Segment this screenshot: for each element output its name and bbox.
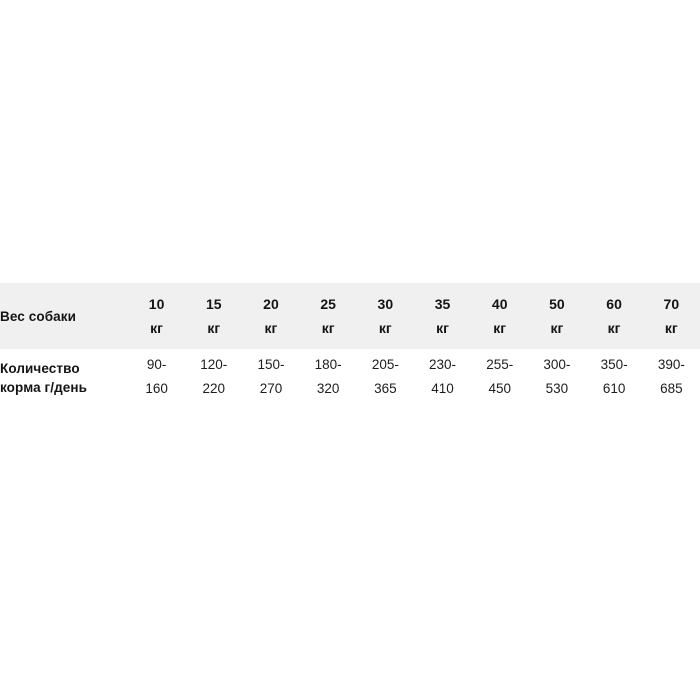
- header-row-label: Вес собаки: [0, 283, 128, 349]
- amount-cell: 230- 410: [414, 349, 471, 405]
- body-row-label-line1: Количество: [0, 361, 80, 376]
- weight-value: 10: [148, 296, 165, 312]
- amount-high: 160: [145, 381, 168, 396]
- weight-unit: кг: [264, 320, 278, 336]
- amount-cell: 350- 610: [586, 349, 643, 405]
- amount-cell: 300- 530: [528, 349, 585, 405]
- weight-column-header: 50 кг: [528, 283, 585, 349]
- weight-unit: кг: [664, 320, 678, 336]
- weight-unit: кг: [150, 320, 164, 336]
- weight-value: 35: [434, 296, 451, 312]
- body-row-label: Количество корма г/день: [0, 349, 128, 405]
- amount-cell: 390- 685: [643, 349, 700, 405]
- weight-unit: кг: [207, 320, 221, 336]
- amount-low: 205-: [371, 357, 399, 372]
- amount-low: 390-: [657, 357, 685, 372]
- amount-high: 320: [316, 381, 340, 396]
- weight-column-header: 10 кг: [128, 283, 185, 349]
- amount-cell: 205- 365: [357, 349, 414, 405]
- weight-value: 15: [205, 296, 222, 312]
- weight-value: 70: [663, 296, 680, 312]
- weight-column-header: 35 кг: [414, 283, 471, 349]
- amount-high: 270: [259, 381, 283, 396]
- feeding-table-container: Вес собаки 10 кг 15 кг 20 кг: [0, 283, 700, 405]
- weight-unit: кг: [550, 320, 564, 336]
- dog-feeding-table: Вес собаки 10 кг 15 кг 20 кг: [0, 283, 700, 405]
- weight-value: 40: [491, 296, 508, 312]
- weight-column-header: 30 кг: [357, 283, 414, 349]
- amount-low: 255-: [486, 357, 514, 372]
- amount-high: 365: [374, 381, 397, 396]
- weight-column-header: 15 кг: [185, 283, 242, 349]
- weight-column-header: 40 кг: [471, 283, 528, 349]
- amount-cell: 120- 220: [185, 349, 242, 405]
- weight-value: 20: [263, 296, 279, 312]
- weight-value: 30: [377, 296, 394, 312]
- table-header-row: Вес собаки 10 кг 15 кг 20 кг: [0, 283, 700, 349]
- weight-unit: кг: [607, 320, 621, 336]
- amount-high: 610: [602, 381, 626, 396]
- weight-value: 50: [549, 296, 565, 312]
- weight-column-header: 25 кг: [300, 283, 357, 349]
- weight-unit: кг: [493, 320, 507, 336]
- header-row-label-text: Вес собаки: [0, 308, 76, 324]
- amount-high: 220: [202, 381, 226, 396]
- weight-column-header: 70 кг: [643, 283, 700, 349]
- amount-low: 120-: [200, 357, 228, 372]
- amount-high: 530: [545, 381, 569, 396]
- amount-high: 685: [660, 381, 683, 396]
- amount-high: 450: [488, 381, 511, 396]
- body-row-label-line2: корма г/день: [0, 380, 88, 395]
- weight-unit: кг: [378, 320, 392, 336]
- amount-low: 90-: [146, 357, 167, 372]
- weight-column-header: 60 кг: [586, 283, 643, 349]
- weight-column-header: 20 кг: [242, 283, 299, 349]
- amount-low: 230-: [429, 357, 457, 372]
- amount-cell: 255- 450: [471, 349, 528, 405]
- amount-low: 150-: [257, 357, 285, 372]
- weight-unit: кг: [321, 320, 335, 336]
- table-body-row: Количество корма г/день 90- 160 120- 220…: [0, 349, 700, 405]
- amount-high: 410: [431, 381, 454, 396]
- amount-cell: 90- 160: [128, 349, 185, 405]
- weight-unit: кг: [436, 320, 449, 336]
- amount-low: 180-: [314, 357, 342, 372]
- amount-low: 350-: [600, 357, 628, 372]
- weight-value: 60: [606, 296, 622, 312]
- amount-low: 300-: [543, 357, 571, 372]
- weight-value: 25: [320, 296, 336, 312]
- amount-cell: 180- 320: [300, 349, 357, 405]
- amount-cell: 150- 270: [242, 349, 299, 405]
